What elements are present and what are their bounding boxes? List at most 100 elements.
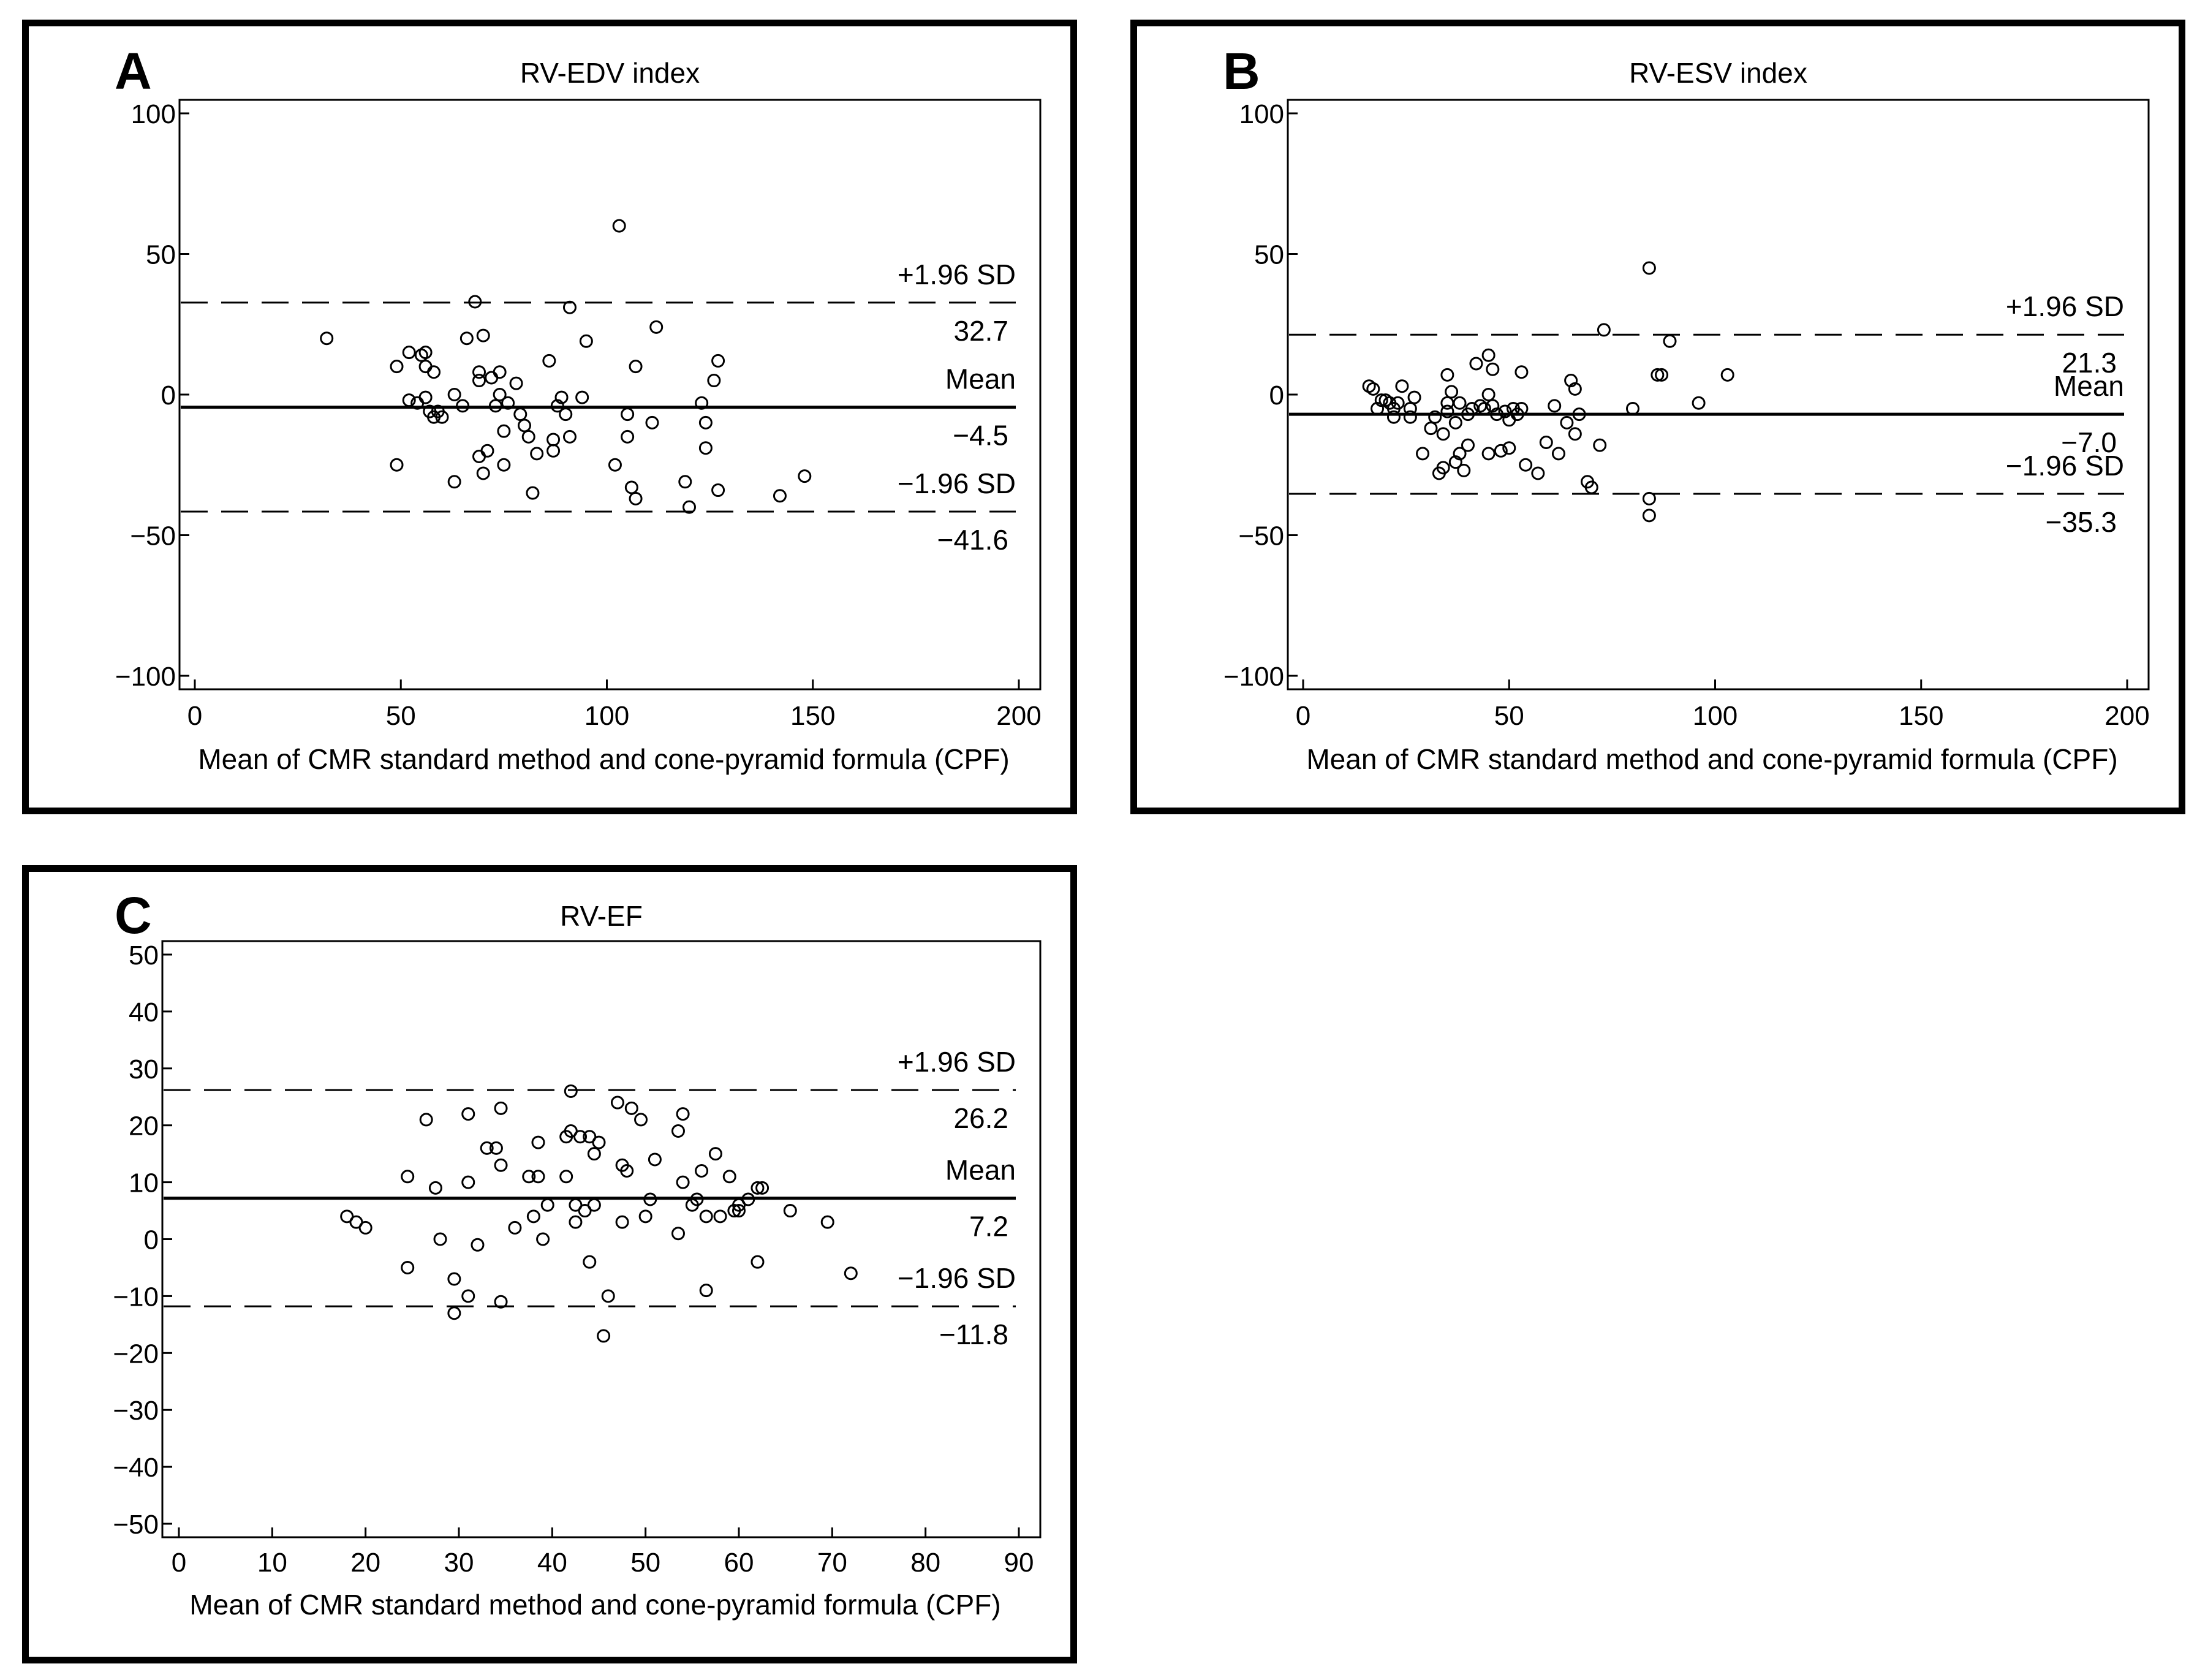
y-tick-label: −50 [1238, 521, 1284, 551]
data-point [542, 354, 556, 368]
data-point [1391, 396, 1405, 410]
data-point [526, 1209, 540, 1224]
panel-letter: A [115, 42, 152, 100]
data-point [401, 1260, 415, 1274]
data-point [699, 1284, 713, 1298]
panel-letter: C [115, 887, 152, 944]
lower_loa-label: −1.96 SD [2006, 450, 2124, 482]
data-point [1584, 480, 1598, 494]
panel-a: A RV-EDV index 100 50 0 −50 −100 0 50 100 150 200 Me… [22, 20, 1077, 814]
data-point [493, 365, 507, 379]
data-point [699, 1209, 713, 1224]
y-tick-label: −20 [113, 1339, 159, 1369]
data-point [1568, 427, 1582, 441]
data-point [1453, 396, 1467, 410]
y-tick-label: 40 [129, 997, 159, 1027]
data-point [587, 1198, 601, 1212]
x-tick-label: 40 [537, 1548, 567, 1578]
data-point [671, 1124, 685, 1138]
data-point [472, 365, 486, 379]
data-point [1720, 368, 1734, 382]
x-tick-label: 0 [172, 1548, 186, 1578]
upper_loa-value-label: 21.3 [2062, 347, 2117, 379]
data-point [573, 1130, 588, 1144]
y-tick-label: 100 [1239, 99, 1284, 129]
data-point [522, 1170, 536, 1184]
x-tick-label: 150 [790, 701, 835, 731]
data-point [501, 396, 515, 410]
x-tick-label: 0 [1296, 701, 1310, 731]
data-point [676, 1107, 690, 1121]
data-point [358, 1220, 372, 1235]
data-point [676, 1175, 690, 1189]
lower_loa-value-label: −11.8 [939, 1319, 1008, 1350]
lower_loa-value-label: −35.3 [2046, 506, 2117, 538]
x-tick-label: 70 [817, 1548, 847, 1578]
data-point [447, 388, 461, 401]
data-point [711, 354, 725, 368]
data-point [1477, 401, 1491, 415]
data-point [562, 429, 577, 444]
data-point [707, 374, 721, 388]
data-point [497, 424, 511, 438]
data-point [755, 1181, 770, 1195]
data-point [621, 429, 635, 444]
x-tick-label: 90 [1004, 1548, 1034, 1578]
data-point [1374, 393, 1388, 407]
plot-area-frame [161, 940, 1042, 1538]
data-point [419, 1113, 433, 1127]
data-point [518, 418, 531, 433]
data-point [1416, 447, 1430, 461]
data-point [402, 393, 416, 407]
data-point [1440, 404, 1454, 418]
x-tick-label: 80 [910, 1548, 940, 1578]
data-point [695, 1164, 709, 1178]
data-point [1448, 455, 1462, 469]
data-point [1440, 396, 1454, 410]
data-point [554, 390, 569, 404]
upper_loa-label: +1.96 SD [2006, 290, 2124, 322]
panel-c: C RV-EF 50 40 30 20 10 0 −10 −20 −30 −40 −50 0 10 20 30 4… [22, 865, 1077, 1663]
x-axis-label: Mean of CMR standard method and cone-pyr… [198, 743, 1009, 775]
data-point [820, 1215, 834, 1229]
data-point [608, 458, 622, 472]
data-point [615, 1215, 629, 1229]
y-tick-label: −10 [113, 1282, 159, 1312]
data-point [447, 1272, 461, 1286]
y-tick-label: −100 [1223, 662, 1284, 692]
data-point [592, 1135, 606, 1149]
data-point [1486, 362, 1500, 376]
data-point [1461, 438, 1475, 452]
y-tick-label: −50 [113, 1510, 159, 1540]
x-tick-label: 200 [996, 701, 1041, 731]
data-point [1531, 466, 1545, 480]
panel-letter: B [1223, 42, 1260, 100]
data-point [579, 334, 593, 348]
x-tick-label: 50 [630, 1548, 660, 1578]
data-point [485, 371, 499, 385]
chart-title: RV-EF [560, 900, 643, 932]
x-tick-label: 100 [1693, 701, 1738, 731]
upper_loa-label: +1.96 SD [898, 259, 1016, 290]
y-tick-label: 30 [129, 1054, 159, 1084]
y-tick-label: −30 [113, 1396, 159, 1426]
x-tick-label: 60 [724, 1548, 754, 1578]
data-point [1481, 447, 1496, 461]
data-point [427, 365, 441, 379]
y-tick-label: 10 [129, 1168, 159, 1198]
data-point [1626, 401, 1639, 415]
lower_loa-label: −1.96 SD [898, 467, 1016, 499]
data-point [638, 1209, 652, 1224]
data-point [1651, 368, 1665, 382]
data-point [671, 1227, 685, 1241]
x-axis-label: Mean of CMR standard method and cone-pyr… [1306, 743, 2117, 775]
data-point [494, 1158, 508, 1172]
data-point [1440, 368, 1454, 382]
mean-value-label: 7.2 [969, 1211, 1008, 1243]
data-point [698, 441, 713, 455]
data-point [621, 407, 635, 422]
data-point [456, 399, 470, 413]
data-point [1494, 444, 1508, 458]
data-point [480, 444, 494, 458]
data-point [1453, 447, 1467, 461]
